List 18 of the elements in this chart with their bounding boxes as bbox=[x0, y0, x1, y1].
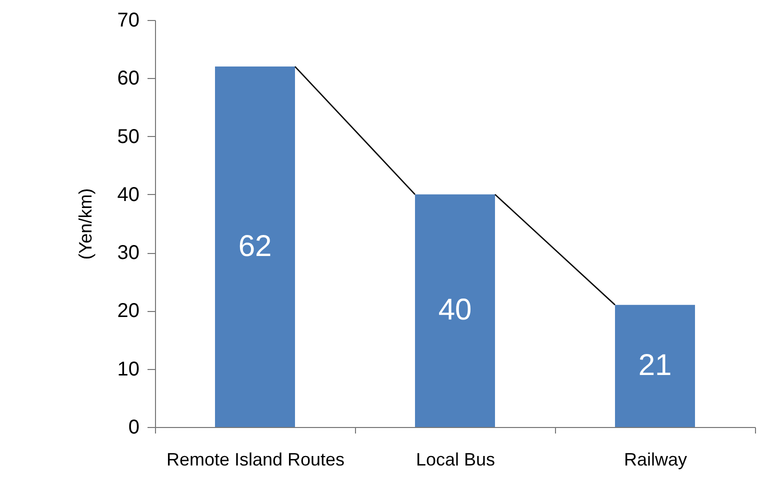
y-tick-label: 30 bbox=[117, 242, 140, 264]
y-tick-label: 70 bbox=[117, 10, 140, 32]
y-axis-title: (Yen/km) bbox=[75, 188, 96, 260]
data-label: 40 bbox=[438, 294, 472, 327]
x-tick-label: Local Bus bbox=[416, 450, 496, 470]
bar bbox=[615, 304, 695, 427]
bar bbox=[415, 194, 495, 427]
data-label: 62 bbox=[238, 230, 272, 263]
x-tick-label: Remote Island Routes bbox=[166, 450, 345, 470]
x-tick-label: Railway bbox=[624, 450, 688, 470]
y-tick-label: 0 bbox=[128, 416, 140, 438]
bar bbox=[215, 66, 295, 427]
y-tick-label: 40 bbox=[117, 184, 140, 206]
data-label: 21 bbox=[638, 348, 672, 382]
y-tick-label: 50 bbox=[117, 126, 140, 148]
y-tick-label: 20 bbox=[117, 300, 140, 322]
y-tick-label: 10 bbox=[117, 358, 140, 380]
y-tick-label: 60 bbox=[117, 68, 140, 90]
